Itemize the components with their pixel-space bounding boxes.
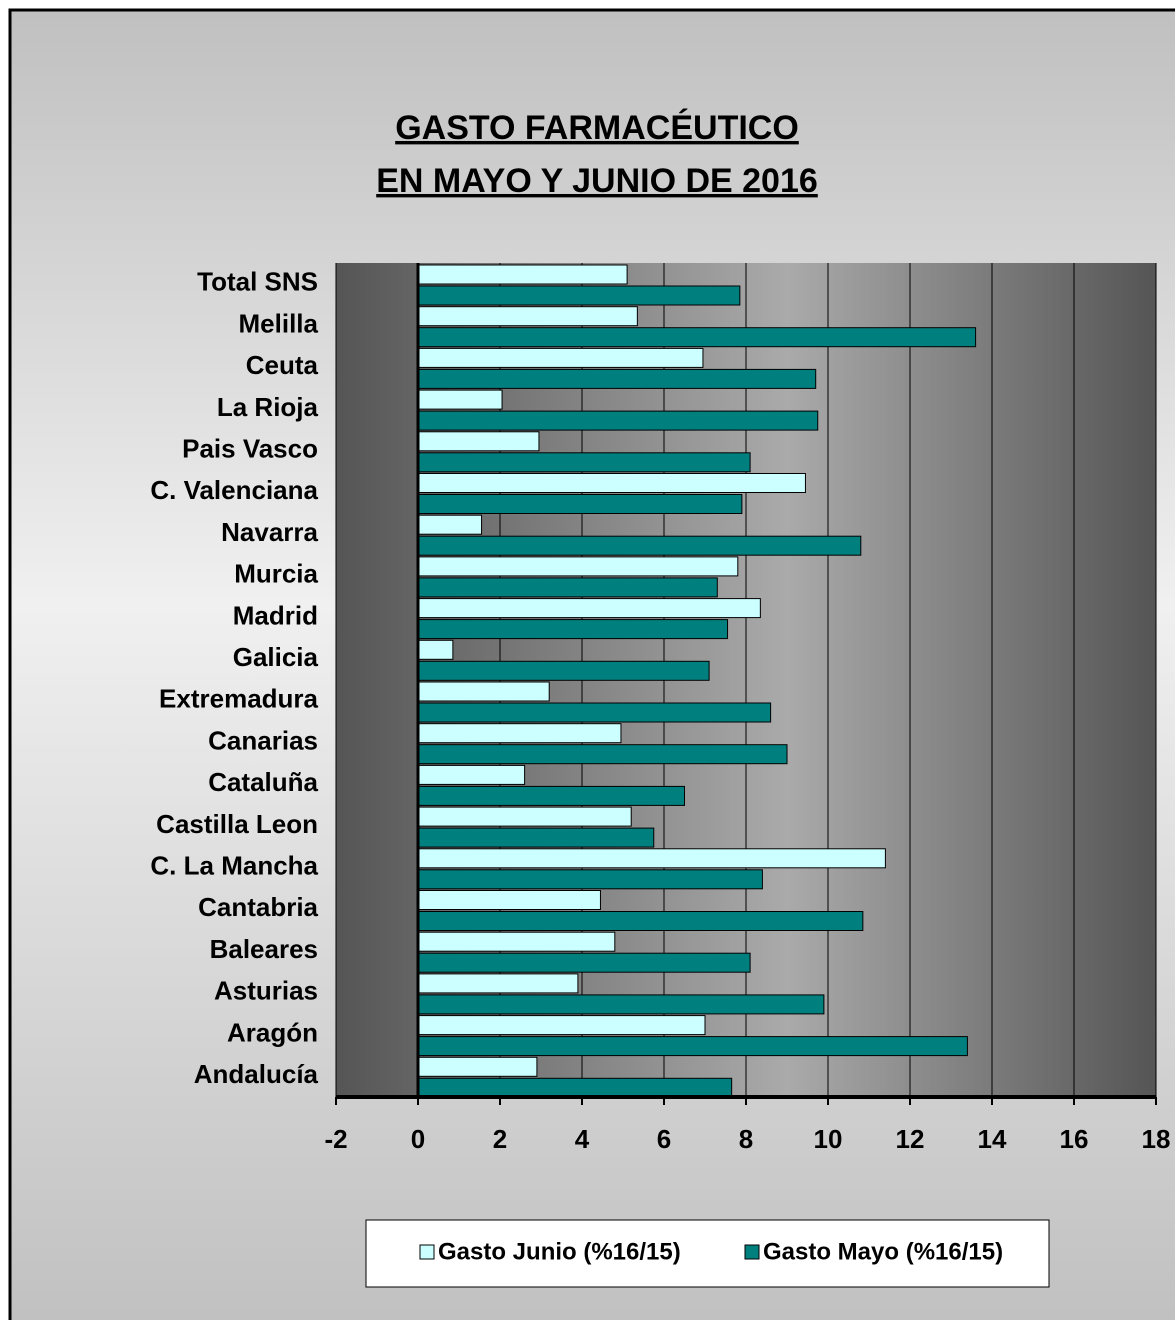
bar: [417, 410, 819, 431]
bar: [417, 598, 761, 619]
y-tick-label: La Rioja: [217, 392, 319, 422]
bar: [417, 911, 864, 931]
bar: [417, 723, 622, 744]
x-tick-label: -2: [324, 1124, 347, 1154]
y-tick-label: Madrid: [233, 600, 318, 630]
bar: [417, 973, 579, 994]
bar: [417, 264, 628, 285]
y-tick-label: Total SNS: [197, 267, 318, 297]
x-tick-label: 10: [814, 1124, 843, 1154]
y-tick-label: Pais Vasco: [182, 434, 318, 464]
y-tick-label: C. Valenciana: [150, 475, 318, 505]
bar: [417, 848, 886, 869]
bar: [417, 744, 788, 765]
bar: [417, 785, 685, 806]
y-tick-label: Cantabria: [198, 892, 318, 922]
x-tick-label: 4: [575, 1124, 590, 1154]
bar: [417, 556, 739, 577]
bar: [417, 806, 632, 827]
y-tick-label: C. La Mancha: [150, 851, 318, 881]
y-tick-label: Baleares: [210, 934, 318, 964]
bar: [417, 306, 638, 327]
bar: [417, 1056, 538, 1077]
x-tick-label: 12: [896, 1124, 925, 1154]
y-tick-label: Ceuta: [246, 350, 319, 380]
legend-swatch: [744, 1244, 760, 1260]
bar: [417, 1036, 968, 1057]
x-tick-label: 0: [411, 1124, 425, 1154]
bar: [417, 619, 729, 640]
legend-swatch: [419, 1244, 435, 1260]
y-tick-label: Aragón: [227, 1017, 318, 1047]
bar: [417, 389, 503, 410]
legend-label: Gasto Junio (%16/15): [438, 1238, 681, 1265]
bar: [417, 660, 710, 681]
bar: [417, 1015, 706, 1036]
bar: [417, 827, 655, 848]
bar: [417, 869, 763, 890]
chart-title: GASTO FARMACÉUTICO: [395, 109, 799, 147]
chart-subtitle: EN MAYO Y JUNIO DE 2016: [376, 162, 818, 200]
bar: [417, 535, 862, 556]
y-tick-label: Galicia: [233, 642, 319, 672]
bar: [417, 431, 540, 452]
bar: [417, 1077, 733, 1098]
y-tick-label: Cataluña: [208, 767, 318, 797]
x-tick-label: 6: [657, 1124, 671, 1154]
y-tick-label: Extremadura: [159, 684, 318, 714]
y-tick-label: Asturias: [214, 976, 318, 1006]
x-tick-label: 14: [978, 1124, 1007, 1154]
bar: [417, 494, 743, 514]
bar: [417, 931, 616, 952]
bar: [417, 702, 772, 723]
y-tick-label: Canarias: [208, 725, 318, 755]
x-tick-label: 2: [493, 1124, 507, 1154]
bar: [417, 285, 741, 306]
bar: [417, 452, 751, 473]
bar: [417, 514, 483, 535]
y-tick-label: Murcia: [234, 559, 318, 589]
x-tick-label: 16: [1060, 1124, 1089, 1154]
bar: [417, 994, 825, 1015]
x-tick-label: 18: [1142, 1124, 1171, 1154]
y-tick-label: Navarra: [221, 517, 318, 547]
bar: [417, 639, 454, 660]
bar: [417, 327, 977, 348]
bar: [417, 890, 601, 910]
y-tick-label: Andalucía: [194, 1059, 319, 1089]
bar: [417, 347, 704, 368]
bar: [417, 368, 817, 389]
bar: [417, 764, 526, 785]
bar: [417, 952, 751, 973]
bar: [417, 473, 806, 493]
y-tick-label: Castilla Leon: [156, 809, 318, 839]
bar: [417, 577, 718, 598]
legend-label: Gasto Mayo (%16/15): [763, 1238, 1003, 1265]
y-tick-label: Melilla: [239, 308, 319, 338]
bar: [417, 681, 550, 702]
x-tick-label: 8: [739, 1124, 753, 1154]
legend: [365, 1219, 1050, 1288]
